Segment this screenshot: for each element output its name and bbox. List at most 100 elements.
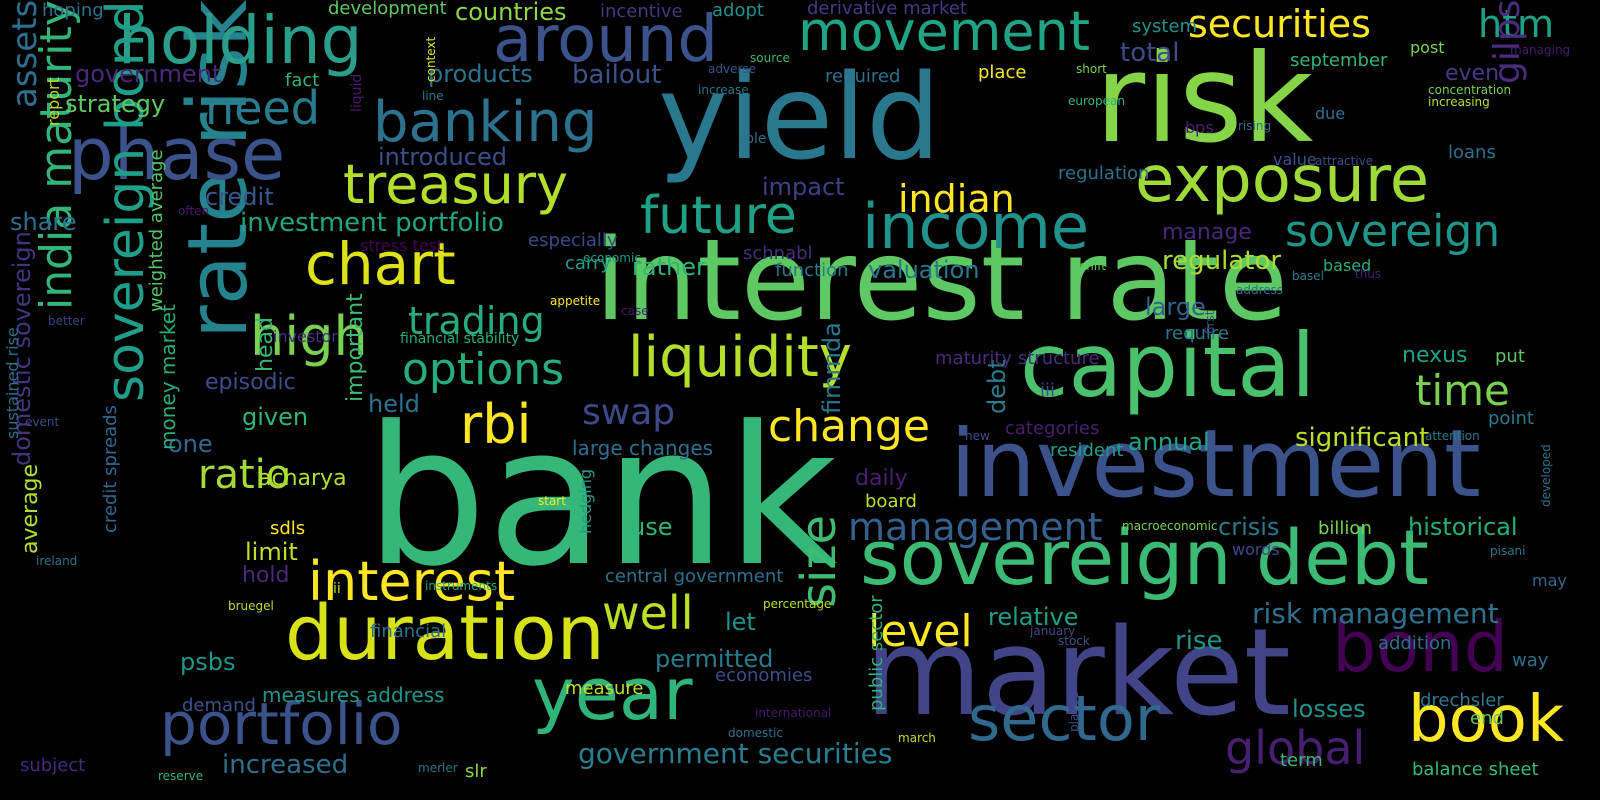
word-incentive: incentive: [600, 1, 683, 22]
word-episodic: episodic: [205, 370, 296, 395]
word-measure: measure: [565, 678, 644, 699]
word-high: high: [250, 305, 368, 368]
word-time: time: [1415, 366, 1510, 415]
word-end: end: [1470, 708, 1504, 729]
word-stock: stock: [1058, 634, 1090, 648]
word-system: system: [1132, 16, 1198, 37]
word-may: may: [1532, 571, 1567, 590]
word-adverse: adverse: [708, 62, 757, 76]
word-investment: investment: [950, 410, 1481, 519]
word-rather: rather: [632, 253, 706, 281]
word-share: share: [10, 208, 77, 236]
word-line: line: [422, 89, 444, 103]
word-rise: rise: [1175, 626, 1223, 656]
word-interest: interest: [308, 550, 516, 613]
word-measures-address: measures address: [262, 683, 445, 707]
word-ii: ii: [333, 581, 341, 597]
word-risk-management: risk management: [1252, 597, 1499, 630]
word-swap: swap: [582, 392, 676, 433]
word-march: march: [898, 731, 936, 745]
word-bond: bond: [1332, 606, 1509, 688]
word-based: based: [1323, 256, 1372, 275]
word-concentration: concentration: [1428, 83, 1512, 97]
word-psbs: psbs: [180, 648, 236, 676]
word-even: even: [1445, 61, 1500, 86]
word-point: point: [1488, 408, 1534, 429]
word-hold: hold: [242, 563, 290, 588]
word-let: let: [725, 608, 756, 636]
word-size: size: [791, 514, 847, 608]
word-schnabl: schnabl: [743, 243, 813, 264]
word-banking: banking: [373, 90, 598, 155]
word-central-government: central government: [605, 566, 784, 587]
word-important: important: [343, 293, 368, 402]
word-hoping: hoping: [42, 0, 104, 21]
word-acharya: acharya: [258, 466, 347, 491]
word-government-securities: government securities: [578, 737, 893, 770]
word-subject: subject: [20, 755, 86, 776]
word-products: products: [428, 60, 533, 88]
word-trading: trading: [408, 299, 545, 343]
word-limit: limit: [245, 538, 298, 566]
word-given: given: [242, 403, 309, 431]
word-public-sector: public sector: [866, 595, 887, 711]
word-way: way: [1512, 650, 1549, 671]
word-change: change: [768, 401, 930, 452]
word-book: book: [1408, 683, 1564, 757]
word-balance-sheet: balance sheet: [1412, 759, 1539, 780]
word-sdls: sdls: [270, 518, 306, 539]
word-impact: impact: [762, 173, 845, 201]
word-capital: capital: [1020, 314, 1316, 417]
word-context: context: [424, 36, 438, 82]
word-movement: movement: [798, 0, 1091, 63]
word-stress-test: stress test: [360, 236, 444, 255]
word-weighted-average: weighted average: [146, 149, 167, 312]
word-often: often: [178, 204, 210, 218]
word-around: around: [493, 3, 719, 77]
word-risk: risk: [1095, 28, 1314, 170]
word-first: first: [1203, 310, 1217, 334]
word-report: report: [44, 77, 63, 126]
word-regulator: regulator: [1162, 246, 1282, 276]
word-pisani: pisani: [1490, 544, 1526, 558]
word-derivative-market: derivative market: [807, 0, 967, 19]
word-instruments: instruments: [425, 579, 498, 593]
word-event: event: [25, 415, 60, 429]
word-fimmda: fimmda: [818, 322, 846, 414]
word-options: options: [402, 344, 565, 395]
word-htm: htm: [1478, 2, 1554, 46]
word-liquid: liquid: [349, 73, 365, 112]
word-average: average: [18, 463, 43, 554]
word-macroeconomic: macroeconomic: [1122, 519, 1218, 533]
word-place: place: [978, 62, 1027, 83]
word-historical: historical: [1408, 513, 1518, 541]
word-large: large: [1145, 293, 1206, 321]
word-bailout: bailout: [572, 60, 662, 90]
word-billion: billion: [1318, 518, 1372, 539]
word-due: due: [1315, 104, 1346, 123]
word-domestic: domestic: [728, 726, 783, 740]
word-especially: especially: [528, 230, 618, 251]
word-role: role: [740, 131, 767, 147]
word-total: total: [1120, 38, 1180, 68]
word-strategy: strategy: [65, 90, 166, 118]
word-losses: losses: [1292, 695, 1366, 723]
word-duration: duration: [285, 588, 605, 677]
word-sovereign: sovereign: [1285, 206, 1501, 257]
word-chart: chart: [305, 230, 456, 298]
word-international: international: [755, 706, 832, 720]
word-exposure: exposure: [1135, 143, 1430, 217]
word-economic: economic: [583, 251, 641, 265]
word-function: function: [775, 260, 849, 281]
word-one: one: [168, 430, 213, 458]
word-management: management: [848, 505, 1103, 549]
word-board: board: [865, 491, 917, 512]
word-treasury: treasury: [343, 153, 569, 216]
word-percentage: percentage: [763, 597, 832, 611]
word-required: required: [825, 66, 901, 87]
word-daily: daily: [855, 466, 908, 491]
word-use: use: [630, 513, 673, 541]
word-thus: thus: [1355, 267, 1382, 281]
word-assets: assets: [5, 0, 45, 109]
word-level: level: [868, 606, 973, 657]
